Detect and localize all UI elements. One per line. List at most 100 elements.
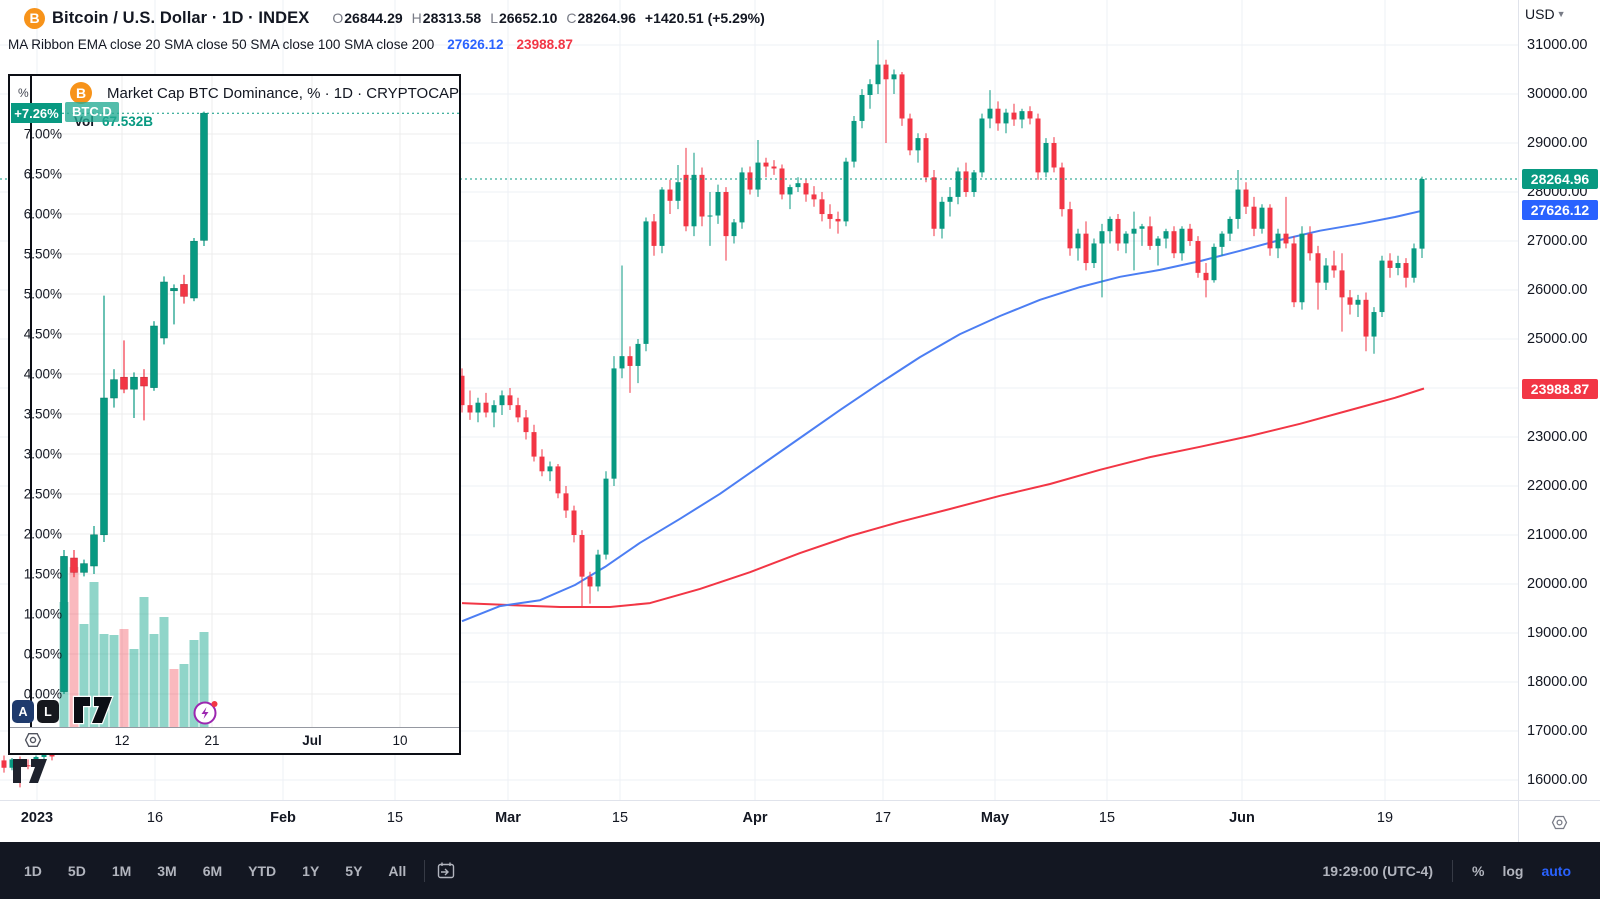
percent-scale-button[interactable]: % bbox=[1471, 862, 1485, 879]
boost-lightning-icon[interactable] bbox=[192, 699, 219, 726]
candlestick bbox=[1019, 111, 1025, 120]
range-button-5d[interactable]: 5D bbox=[67, 862, 86, 879]
gear-hexagon-icon[interactable] bbox=[24, 731, 42, 749]
auto-button[interactable]: A bbox=[12, 700, 34, 723]
inset-price-label: 4.00% bbox=[23, 366, 62, 382]
candlestick bbox=[667, 189, 673, 201]
candlestick bbox=[1379, 260, 1385, 313]
candlestick bbox=[643, 221, 649, 344]
tradingview-logo[interactable] bbox=[72, 694, 114, 726]
change-value: +1420.51 (+5.29%) bbox=[644, 10, 765, 26]
candlestick bbox=[1419, 179, 1425, 249]
candlestick bbox=[699, 174, 705, 217]
range-button-all[interactable]: All bbox=[388, 862, 407, 879]
price-axis-label: 31000.00 bbox=[1527, 37, 1588, 53]
range-button-3m[interactable]: 3M bbox=[157, 862, 177, 879]
candlestick bbox=[9, 759, 15, 768]
candlestick bbox=[1051, 143, 1057, 168]
go-to-date-icon[interactable] bbox=[435, 860, 457, 882]
candlestick bbox=[923, 138, 929, 178]
range-button-6m[interactable]: 6M bbox=[202, 862, 223, 879]
inset-chart[interactable] bbox=[10, 76, 459, 727]
inset-price-label: 6.00% bbox=[23, 206, 62, 222]
candlestick bbox=[747, 172, 753, 190]
range-button-1d[interactable]: 1D bbox=[24, 862, 42, 879]
volume-bar bbox=[99, 634, 109, 727]
inset-title: Market Cap BTC Dominance, % · 1D · CRYPT… bbox=[107, 84, 460, 102]
candlestick bbox=[1195, 241, 1201, 273]
btc-dominance-inset-panel[interactable]: % B Market Cap BTC Dominance, % · 1D · C… bbox=[8, 74, 461, 755]
candlestick bbox=[110, 379, 118, 399]
toolbar-divider bbox=[424, 859, 426, 882]
sma-200-line bbox=[461, 387, 1425, 608]
candlestick bbox=[539, 456, 545, 472]
inset-price-label: 4.50% bbox=[23, 326, 62, 342]
symbol-title: Bitcoin / U.S. Dollar · 1D · INDEX bbox=[52, 8, 310, 27]
price-axis[interactable]: USD ▼ 31000.00 30000.00 29000.00 28000.00 270… bbox=[1518, 0, 1600, 800]
candlestick bbox=[1043, 143, 1049, 173]
ohlc-letter: L bbox=[490, 10, 498, 26]
candlestick bbox=[1411, 248, 1417, 278]
bitcoin-icon: B bbox=[70, 82, 92, 104]
range-button-ytd[interactable]: YTD bbox=[248, 862, 277, 879]
candlestick bbox=[1323, 265, 1329, 283]
inset-price-label: 7.00% bbox=[23, 126, 62, 142]
gear-hexagon-icon[interactable] bbox=[1551, 814, 1568, 831]
time-axis-label: Feb bbox=[270, 810, 296, 826]
candlestick bbox=[1171, 231, 1177, 254]
candlestick bbox=[1035, 118, 1041, 173]
ohlc-value: 26652.10 bbox=[498, 10, 558, 26]
candlestick bbox=[1275, 233, 1281, 249]
range-button-1y[interactable]: 1Y bbox=[302, 862, 320, 879]
candlestick bbox=[603, 478, 609, 555]
time-axis-label: 16 bbox=[146, 810, 164, 826]
candlestick bbox=[899, 74, 905, 119]
inset-time-axis[interactable]: 12 21 Jul 10 bbox=[10, 727, 459, 753]
candlestick bbox=[170, 288, 178, 292]
volume-bar bbox=[119, 629, 129, 727]
candlestick bbox=[1219, 233, 1225, 247]
inset-time-label: 21 bbox=[204, 733, 220, 748]
log-button[interactable]: L bbox=[37, 700, 59, 723]
volume-bar bbox=[109, 635, 119, 727]
candlestick bbox=[150, 325, 158, 388]
candlestick bbox=[675, 182, 681, 201]
inset-price-label: 2.00% bbox=[23, 526, 62, 542]
time-axis[interactable]: 2023 16 Feb 15 Mar 15 Apr 17 May 15 Jun 19 bbox=[0, 800, 1600, 843]
ohlc-value: 28313.58 bbox=[422, 10, 482, 26]
candlestick bbox=[1211, 246, 1217, 281]
currency-dropdown[interactable]: USD ▼ bbox=[1525, 6, 1566, 22]
inset-price-label: 1.00% bbox=[23, 606, 62, 622]
candlestick bbox=[651, 221, 657, 246]
inset-header: B Market Cap BTC Dominance, % · 1D · CRY… bbox=[70, 82, 459, 104]
percent-axis-symbol: % bbox=[18, 86, 29, 100]
candlestick bbox=[160, 281, 168, 339]
inset-time-label: 10 bbox=[392, 733, 408, 748]
auto-scale-button[interactable]: auto bbox=[1541, 862, 1571, 879]
candlestick bbox=[1259, 207, 1265, 229]
range-button-1m[interactable]: 1M bbox=[111, 862, 132, 879]
ma-ribbon-legend[interactable]: MA Ribbon EMA close 20 SMA close 50 SMA … bbox=[8, 35, 573, 53]
candlestick bbox=[130, 376, 138, 390]
candlestick bbox=[827, 214, 833, 219]
candlestick bbox=[531, 432, 537, 457]
candlestick bbox=[200, 112, 208, 241]
candlestick bbox=[1099, 231, 1105, 244]
log-scale-button[interactable]: log bbox=[1502, 862, 1524, 879]
range-button-5y[interactable]: 5Y bbox=[345, 862, 363, 879]
axis-settings-corner[interactable] bbox=[1518, 801, 1600, 843]
symbol-header[interactable]: B Bitcoin / U.S. Dollar · 1D · INDEX O 26… bbox=[24, 6, 765, 30]
candlestick bbox=[1115, 218, 1121, 244]
candlestick bbox=[1395, 263, 1401, 268]
price-axis-label: 25000.00 bbox=[1527, 331, 1588, 347]
candlestick bbox=[467, 405, 473, 413]
price-axis-label: 20000.00 bbox=[1527, 576, 1588, 592]
ohlc-letter: O bbox=[332, 10, 344, 26]
candlestick bbox=[1179, 228, 1185, 254]
candlestick bbox=[635, 343, 641, 366]
inset-time-label: 12 bbox=[114, 733, 130, 748]
candlestick bbox=[891, 74, 897, 80]
candlestick bbox=[1355, 299, 1361, 305]
candlestick bbox=[939, 201, 945, 229]
candlestick bbox=[25, 765, 31, 767]
